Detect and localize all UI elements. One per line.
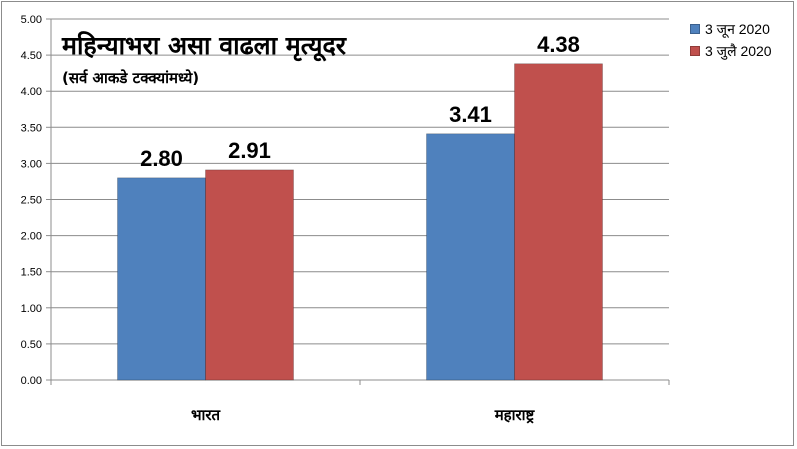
chart-subtitle: (सर्व आकडे टक्क्यांमध्ये) <box>62 69 200 87</box>
legend-swatch-series-1 <box>690 24 700 34</box>
y-tick-label: 4.50 <box>21 50 42 62</box>
legend-item-series-2: 3 जुलै 2020 <box>690 40 772 62</box>
data-label: 2.91 <box>228 138 271 163</box>
data-label: 2.80 <box>140 146 183 171</box>
y-tick-label: 1.00 <box>21 303 42 315</box>
y-tick-label: 2.50 <box>21 195 42 207</box>
y-tick-label: 1.50 <box>21 267 42 279</box>
x-tick-label: महाराष्ट्र <box>494 406 536 424</box>
bar <box>426 133 515 381</box>
chart-title: महिन्याभरा असा वाढला मृत्यूदर <box>62 31 346 60</box>
y-tick-label: 0.50 <box>21 339 42 351</box>
bar <box>514 63 603 381</box>
y-tick-label: 2.00 <box>21 231 42 243</box>
data-label: 3.41 <box>449 102 492 127</box>
legend-swatch-series-2 <box>690 46 700 56</box>
y-tick-label: 4.00 <box>21 86 42 98</box>
legend-item-series-1: 3 जून 2020 <box>690 18 772 40</box>
y-tick-label: 3.50 <box>21 122 42 134</box>
y-tick-label: 0.00 <box>21 375 42 387</box>
x-tick-label: भारत <box>191 406 222 424</box>
data-label: 4.38 <box>537 32 580 57</box>
y-tick-label: 5.00 <box>21 14 42 26</box>
bar <box>205 169 294 381</box>
bar <box>117 177 206 381</box>
legend-label-series-2: 3 जुलै 2020 <box>705 42 772 59</box>
legend-label-series-1: 3 जून 2020 <box>705 20 770 37</box>
chart-legend: 3 जून 2020 3 जुलै 2020 <box>690 18 772 62</box>
y-tick-label: 3.00 <box>21 158 42 170</box>
